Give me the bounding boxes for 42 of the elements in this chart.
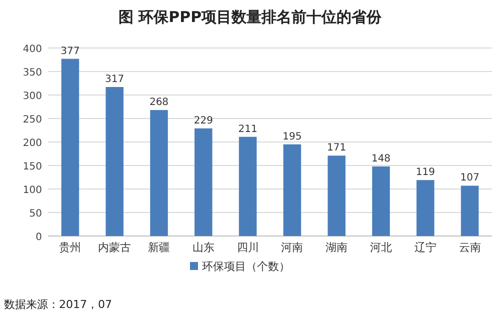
data-label: 148 (371, 153, 391, 164)
y-tick-label: 350 (22, 68, 42, 78)
data-label: 268 (149, 97, 169, 108)
bar (372, 166, 390, 236)
y-tick-label: 400 (22, 44, 42, 55)
x-tick-label: 河南 (281, 241, 304, 254)
bar (106, 87, 124, 236)
data-label: 195 (282, 131, 302, 142)
y-tick-label: 300 (22, 91, 42, 102)
x-tick-label: 湖南 (326, 241, 348, 254)
y-tick-label: 200 (22, 138, 42, 149)
data-label: 119 (416, 167, 435, 178)
data-label: 171 (327, 142, 346, 154)
bar (283, 144, 302, 236)
y-tick-label: 150 (22, 162, 42, 172)
bar (194, 128, 212, 236)
data-label: 229 (194, 115, 213, 126)
y-tick-label: 50 (29, 208, 42, 220)
x-tick-label: 内蒙古 (98, 241, 132, 254)
x-tick-label: 河北 (370, 241, 392, 254)
bar (150, 110, 168, 236)
data-label: 317 (105, 74, 124, 86)
x-tick-label: 云南 (458, 241, 481, 254)
chart-title: 图 环保PPP项目数量排名前十位的省份 (118, 8, 383, 26)
bar (460, 186, 479, 236)
data-label: 211 (238, 124, 258, 135)
y-tick-label: 100 (22, 185, 42, 196)
x-tick-label: 山东 (192, 241, 214, 254)
x-tick-label: 辽宁 (414, 241, 436, 254)
data-label: 377 (60, 46, 80, 57)
x-tick-label: 新疆 (148, 241, 170, 254)
x-tick-label: 贵州 (59, 241, 82, 254)
source-note: 数据来源：2017，07 (4, 298, 112, 311)
bar (238, 136, 257, 236)
x-tick-label: 四川 (236, 241, 259, 254)
y-tick-label: 0 (36, 232, 42, 243)
y-tick-label: 250 (22, 114, 42, 126)
bar (416, 180, 434, 236)
data-label: 107 (460, 172, 480, 184)
bar (328, 156, 346, 236)
legend-label: 环保项目（个数） (202, 260, 290, 273)
bar (61, 58, 80, 236)
